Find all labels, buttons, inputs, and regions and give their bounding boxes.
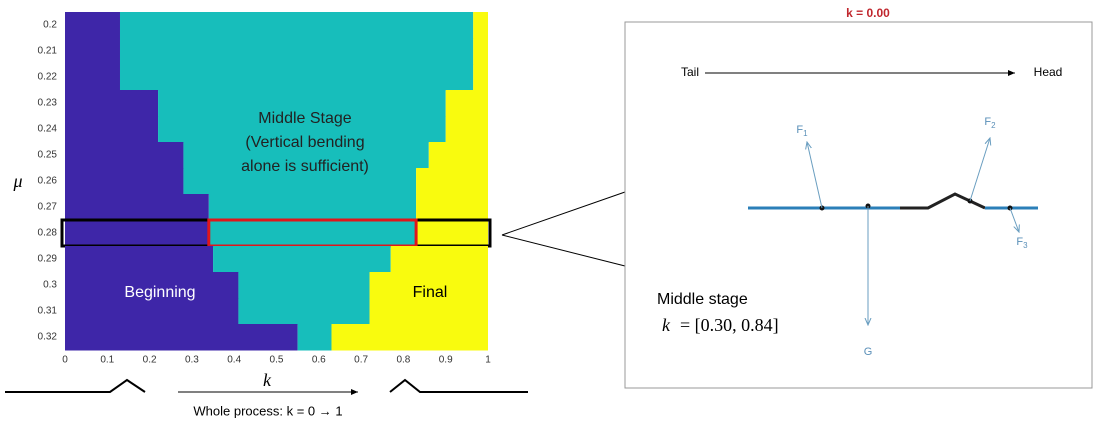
final-cell (331, 324, 488, 351)
y-tick-label: 0.23 (38, 98, 58, 109)
middle-cell (238, 298, 370, 325)
y-tick-label: 0.32 (38, 332, 58, 343)
force-label: G (864, 346, 873, 358)
final-cell (473, 38, 488, 65)
k-range: k = [0.30, 0.84] (662, 315, 779, 335)
x-tick-label: 1 (485, 355, 491, 366)
y-tick-label: 0.21 (38, 46, 58, 57)
region-label: (Vertical bending (245, 134, 364, 151)
beginning-cell (65, 64, 120, 91)
x-tick-label: 0 (62, 355, 68, 366)
zoom-lines (501, 191, 626, 267)
y-axis-label: μ (12, 171, 22, 191)
final-cell (416, 194, 488, 221)
force-label: F1 (796, 124, 808, 138)
x-tick-label: 0.3 (185, 355, 199, 366)
final-cell (473, 64, 488, 91)
x-tick-label: 0.7 (354, 355, 368, 366)
final-cell (369, 272, 488, 299)
y-tick-label: 0.22 (38, 72, 58, 83)
final-cell (369, 298, 488, 325)
force-label: F3 (1016, 236, 1028, 250)
force-letter: F (984, 116, 991, 128)
middle-cell (183, 142, 429, 169)
stage-label: Middle stage (657, 291, 748, 308)
x-tick-label: 0.6 (312, 355, 326, 366)
tail-label: Tail (681, 65, 699, 79)
force-letter: G (864, 346, 873, 358)
x-tick-label: 0.9 (439, 355, 453, 366)
middle-cell (183, 168, 417, 195)
y-tick-label: 0.3 (43, 280, 57, 291)
final-cell (390, 246, 488, 273)
k-range-text: = [0.30, 0.84] (680, 315, 779, 335)
panel-title: k = 0.00 (846, 6, 890, 20)
y-tick-label: 0.2 (43, 20, 57, 31)
beginning-cell (65, 142, 184, 169)
force-letter: F (1016, 236, 1023, 248)
region-label: alone is sufficient) (241, 158, 369, 175)
middle-cell (213, 246, 391, 273)
body-sketch (389, 378, 528, 393)
middle-cell (158, 116, 446, 143)
final-cell (445, 90, 488, 117)
force-subscript: 2 (991, 121, 996, 130)
x-axis-label: k (263, 370, 272, 390)
y-tick-label: 0.24 (38, 124, 58, 135)
middle-cell (208, 194, 417, 221)
beginning-cell (65, 220, 209, 247)
beginning-cell (65, 246, 214, 273)
final-cell (416, 168, 488, 195)
x-tick-label: 0.4 (227, 355, 241, 366)
region-label: Final (413, 284, 448, 301)
force-subscript: 1 (803, 129, 808, 138)
middle-cell (297, 324, 332, 351)
head-label: Head (1034, 65, 1063, 79)
heatmap: 0.20.210.220.230.240.250.260.270.280.290… (38, 12, 492, 366)
middle-cell (119, 12, 474, 39)
beginning-cell (65, 90, 159, 117)
x-tick-label: 0.8 (396, 355, 410, 366)
k-symbol: k (662, 315, 671, 335)
force-letter: F (796, 124, 803, 136)
middle-cell (238, 272, 370, 299)
x-tick-label: 0.1 (100, 355, 114, 366)
beginning-cell (65, 272, 239, 299)
middle-cell (119, 38, 474, 65)
final-cell (473, 12, 488, 39)
beginning-cell (65, 168, 184, 195)
caption: Whole process: k = 0 → 1 (193, 403, 342, 418)
final-cell (416, 220, 488, 247)
force-subscript: 3 (1023, 241, 1028, 250)
y-tick-label: 0.31 (38, 306, 58, 317)
x-tick-label: 0.5 (270, 355, 284, 366)
panel (624, 21, 1093, 389)
middle-cell (208, 220, 417, 247)
final-cell (428, 142, 488, 169)
y-tick-label: 0.28 (38, 228, 58, 239)
final-cell (445, 116, 488, 143)
force-arrows (807, 138, 1019, 325)
beginning-cell (65, 298, 239, 325)
region-label: Beginning (124, 284, 195, 301)
middle-cell (158, 90, 446, 117)
beginning-cell (65, 12, 120, 39)
force-label: F2 (984, 116, 996, 130)
beginning-cell (65, 194, 209, 221)
beginning-cell (65, 324, 298, 351)
y-tick-label: 0.25 (38, 150, 58, 161)
beginning-cell (65, 116, 159, 143)
beginning-cell (65, 38, 120, 65)
x-tick-label: 0.2 (143, 355, 157, 366)
body-sketch (5, 378, 146, 393)
y-tick-label: 0.27 (38, 202, 58, 213)
region-label: Middle Stage (258, 110, 351, 127)
y-tick-label: 0.29 (38, 254, 58, 265)
middle-cell (119, 64, 474, 91)
y-tick-label: 0.26 (38, 176, 58, 187)
